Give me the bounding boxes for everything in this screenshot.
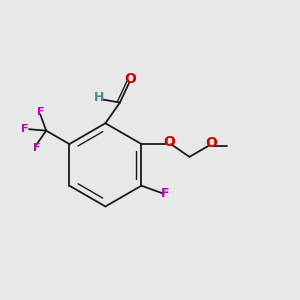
Text: F: F	[21, 124, 28, 134]
Text: O: O	[163, 135, 175, 149]
Text: O: O	[124, 72, 136, 86]
Text: F: F	[33, 143, 40, 153]
Text: H: H	[94, 92, 104, 104]
Text: F: F	[161, 187, 170, 200]
Text: O: O	[205, 136, 217, 150]
Text: F: F	[37, 106, 44, 116]
